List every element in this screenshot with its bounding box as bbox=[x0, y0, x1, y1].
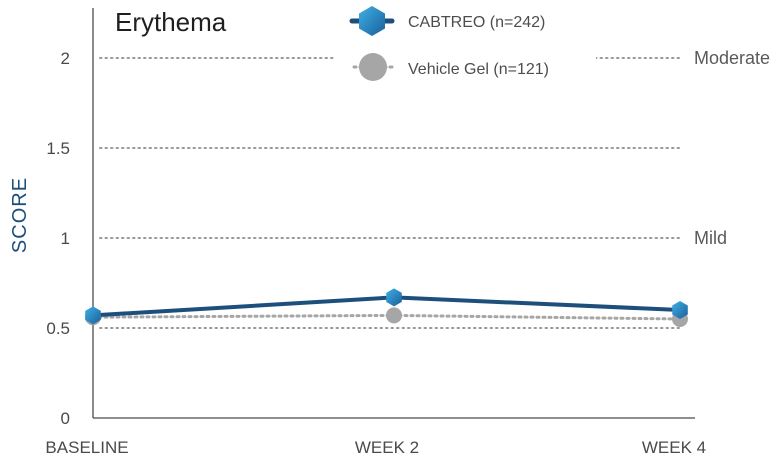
legend-label-vehicle-gel: Vehicle Gel (n=121) bbox=[408, 61, 549, 78]
reference-label-moderate: Moderate bbox=[694, 48, 770, 68]
y-tick-labels: 0 0.5 1 1.5 2 bbox=[46, 49, 70, 428]
y-tick-label: 1 bbox=[61, 229, 70, 248]
legend-marker-cabtreo bbox=[359, 6, 385, 36]
y-tick-label: 0.5 bbox=[46, 319, 70, 338]
chart-title: Erythema bbox=[115, 7, 227, 37]
y-tick-label: 0 bbox=[61, 409, 70, 428]
data-point-cabtreo bbox=[386, 288, 402, 307]
legend-label-cabtreo: CABTREO (n=242) bbox=[408, 14, 545, 31]
legend-marker-vehicle-gel bbox=[359, 53, 387, 81]
x-tick-label: WEEK 2 bbox=[355, 438, 419, 457]
axes bbox=[92, 8, 695, 419]
legend-item-vehicle-gel: Vehicle Gel (n=121) bbox=[352, 53, 549, 81]
legend: CABTREO (n=242) Vehicle Gel (n=121) bbox=[349, 6, 549, 81]
reference-label-mild: Mild bbox=[694, 228, 727, 248]
reference-line-labels: Moderate Mild bbox=[694, 48, 770, 248]
y-tick-label: 2 bbox=[61, 49, 70, 68]
data-point-cabtreo bbox=[672, 301, 688, 319]
legend-item-cabtreo: CABTREO (n=242) bbox=[349, 6, 545, 36]
x-tick-label: BASELINE bbox=[45, 438, 128, 457]
x-tick-labels: BASELINE WEEK 2 WEEK 4 bbox=[45, 438, 706, 457]
y-axis-label: SCORE bbox=[9, 177, 31, 253]
grid-lines bbox=[99, 57, 681, 329]
series-layer bbox=[85, 288, 688, 327]
x-tick-label: WEEK 4 bbox=[642, 438, 706, 457]
y-tick-label: 1.5 bbox=[46, 139, 70, 158]
data-point-cabtreo bbox=[85, 306, 101, 325]
data-point-vehicle-gel bbox=[386, 307, 402, 324]
